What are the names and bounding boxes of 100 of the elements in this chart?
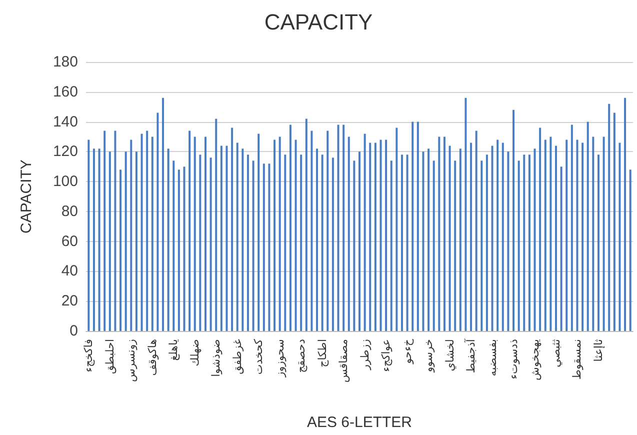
bar [448, 146, 451, 331]
x-tick-label: ياهلغ [167, 339, 180, 361]
chart-title: CAPACITY [264, 10, 374, 34]
x-tick-label: آذجفيط [464, 338, 478, 374]
x-tick-label: بفسضبه [486, 339, 499, 376]
x-tick-label: دحصقج [294, 338, 308, 373]
x-tick-label: هاكوقف [146, 338, 159, 376]
bar [470, 142, 472, 331]
bar [582, 142, 584, 331]
bar [629, 170, 632, 331]
bar [326, 130, 329, 331]
bar [162, 98, 164, 331]
y-tick-label: 80 [61, 202, 78, 220]
bar [570, 124, 573, 331]
bar [310, 130, 313, 331]
x-tick-label: خرسوو [422, 339, 436, 374]
bar [124, 152, 127, 331]
bar [443, 136, 446, 331]
bar [210, 158, 212, 331]
bar [178, 170, 180, 331]
bar [220, 146, 222, 331]
bar [438, 136, 440, 331]
bar [199, 154, 202, 331]
bar [491, 146, 494, 331]
bar [120, 170, 122, 331]
bar [348, 136, 350, 331]
bar [592, 136, 594, 331]
x-tick-label: ذدسوتء [507, 338, 520, 380]
y-tick-label: 20 [61, 292, 78, 310]
x-tick-label: ثاإعثا [592, 339, 605, 362]
bar [566, 140, 568, 331]
y-tick-label: 160 [52, 83, 78, 100]
bar [586, 122, 589, 331]
bar [98, 148, 100, 331]
bar [156, 112, 159, 331]
bar [608, 104, 610, 331]
bar [512, 110, 515, 331]
bar [539, 128, 542, 331]
bar [252, 160, 254, 331]
bar [305, 118, 308, 331]
bar [496, 140, 499, 331]
bar [400, 154, 403, 331]
bar [475, 130, 478, 331]
bar [422, 152, 424, 331]
bar [284, 154, 286, 331]
x-tick-label: فاكخجء [82, 339, 96, 372]
y-tick-label: 100 [52, 173, 78, 190]
bar [523, 154, 526, 331]
bar [576, 140, 578, 331]
x-tick-label: ثثبصي [549, 339, 562, 368]
bar [332, 158, 334, 331]
x-tick-label: غزطفق [230, 338, 244, 374]
bar [624, 98, 626, 331]
bar [88, 140, 90, 331]
bar [428, 148, 430, 331]
bar [602, 136, 605, 331]
x-tick-label: نمسقوط [570, 339, 584, 380]
y-tick-label: 180 [52, 54, 78, 70]
bar [613, 112, 616, 331]
bar [358, 152, 360, 331]
bar [188, 130, 191, 331]
y-tick-label: 120 [52, 143, 78, 160]
bar [507, 152, 510, 331]
x-tick-label: خءحو [400, 338, 414, 365]
y-tick-label: 40 [61, 262, 78, 280]
bar [374, 142, 376, 331]
bar [316, 148, 318, 331]
x-tick-label: ضوذشوا [210, 339, 223, 377]
bar [172, 160, 175, 331]
bar [300, 154, 302, 331]
bar [560, 166, 562, 331]
bar [262, 164, 265, 331]
bar [242, 148, 244, 331]
bar [294, 140, 297, 331]
bar [337, 124, 340, 331]
bar [534, 148, 536, 331]
x-tick-label: سحوزوز [273, 339, 286, 378]
y-tick-label: 0 [70, 322, 78, 340]
bar [130, 140, 132, 331]
bar [550, 136, 552, 331]
bar [480, 160, 483, 331]
bar [385, 140, 388, 331]
bar [258, 134, 260, 331]
x-tick-label: يهجخوش [528, 339, 542, 380]
bar [486, 154, 488, 331]
bar [321, 154, 324, 331]
x-tick-label: لخشاي [443, 339, 456, 372]
bar [454, 160, 456, 331]
x-tick-label: عواكجء [380, 339, 393, 372]
bar [140, 134, 143, 331]
bar [151, 136, 154, 331]
bar [396, 128, 398, 331]
bar [289, 124, 292, 331]
bar [432, 160, 435, 331]
bar [502, 142, 504, 331]
bar [108, 152, 111, 331]
bar [226, 146, 228, 331]
bar [204, 136, 206, 331]
bar [246, 154, 249, 331]
x-tick-label: اطكاج [316, 339, 329, 368]
